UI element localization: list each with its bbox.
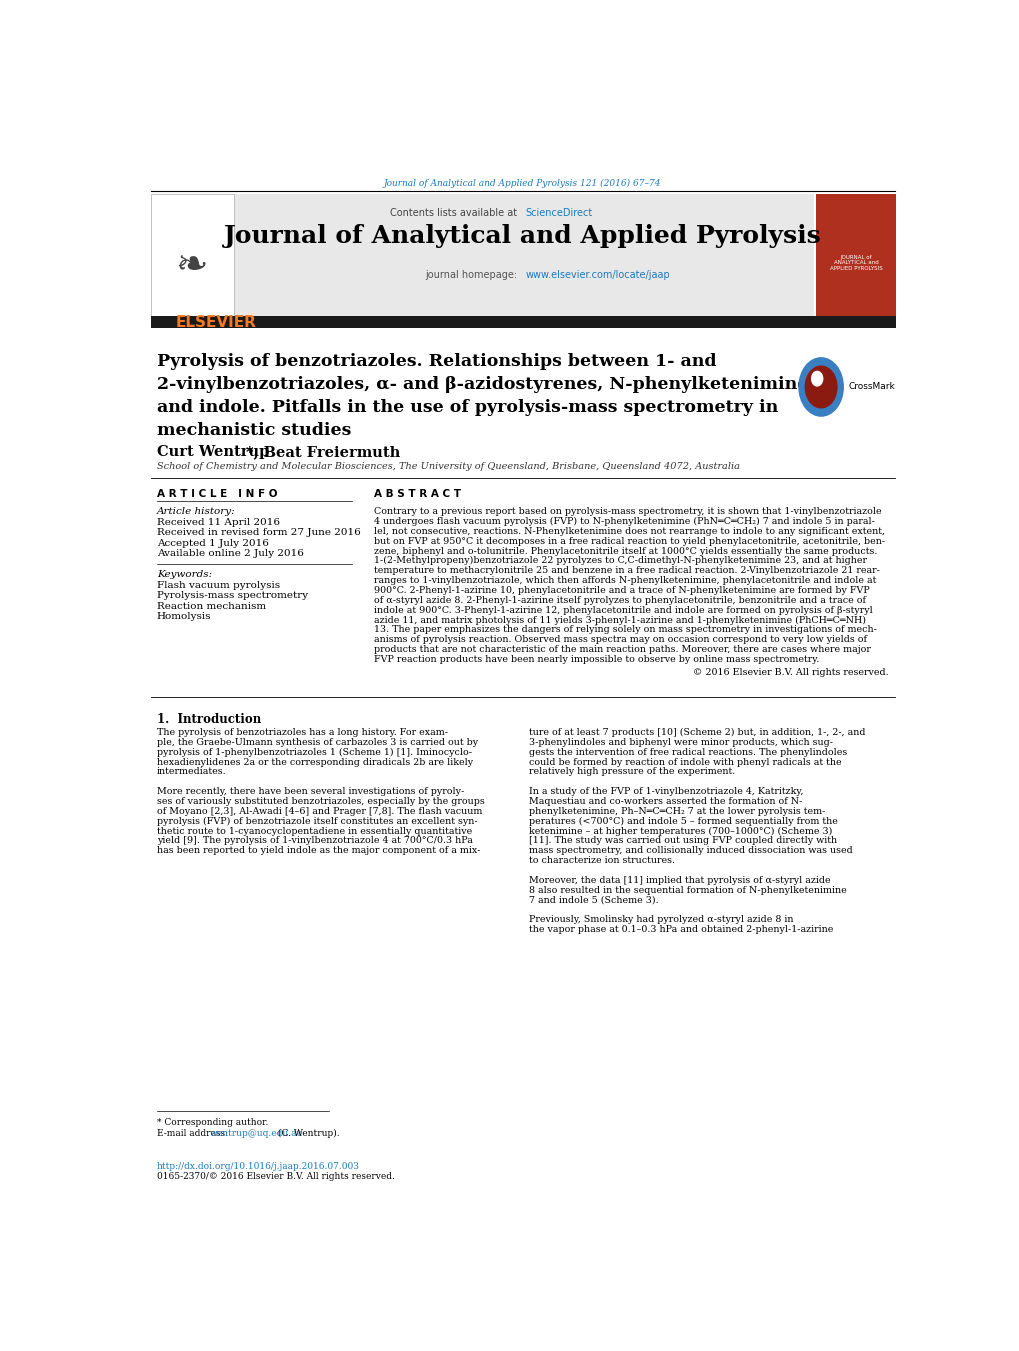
- Text: Contents lists available at: Contents lists available at: [389, 208, 520, 219]
- Text: E-mail address:: E-mail address:: [157, 1129, 230, 1139]
- Text: gests the intervention of free radical reactions. The phenylindoles: gests the intervention of free radical r…: [529, 748, 847, 757]
- Text: Contrary to a previous report based on pyrolysis-mass spectrometry, it is shown : Contrary to a previous report based on p…: [374, 507, 880, 516]
- Text: 1-(2-Methylpropeny)benzotriazole 22 pyrolyzes to C,C-dimethyl-N-phenylketenimine: 1-(2-Methylpropeny)benzotriazole 22 pyro…: [374, 557, 866, 566]
- Text: Pyrolysis of benzotriazoles. Relationships between 1- and: Pyrolysis of benzotriazoles. Relationshi…: [157, 353, 715, 370]
- Text: intermediates.: intermediates.: [157, 767, 226, 777]
- Text: ple, the Graebe-Ulmann synthesis of carbazoles 3 is carried out by: ple, the Graebe-Ulmann synthesis of carb…: [157, 738, 478, 747]
- Text: ses of variously substituted benzotriazoles, especially by the groups: ses of variously substituted benzotriazo…: [157, 797, 484, 807]
- Text: thetic route to 1-cyanocyclopentadiene in essentially quantitative: thetic route to 1-cyanocyclopentadiene i…: [157, 827, 472, 836]
- Text: *, Beat Freiermuth: *, Beat Freiermuth: [246, 446, 399, 459]
- Bar: [151, 195, 234, 316]
- Text: 3-phenylindoles and biphenyl were minor products, which sug-: 3-phenylindoles and biphenyl were minor …: [529, 738, 833, 747]
- Text: but on FVP at 950°C it decomposes in a free radical reaction to yield phenylacet: but on FVP at 950°C it decomposes in a f…: [374, 536, 884, 546]
- Text: anisms of pyrolysis reaction. Observed mass spectra may on occasion correspond t: anisms of pyrolysis reaction. Observed m…: [374, 635, 866, 644]
- Circle shape: [805, 366, 837, 408]
- Text: Moreover, the data [11] implied that pyrolysis of α-styryl azide: Moreover, the data [11] implied that pyr…: [529, 875, 829, 885]
- Text: JOURNAL of
ANALYTICAL and
APPLIED PYROLYSIS: JOURNAL of ANALYTICAL and APPLIED PYROLY…: [828, 254, 881, 272]
- Text: indole at 900°C. 3-Phenyl-1-azirine 12, phenylacetonitrile and indole are formed: indole at 900°C. 3-Phenyl-1-azirine 12, …: [374, 605, 872, 615]
- Text: (C. Wentrup).: (C. Wentrup).: [274, 1129, 339, 1139]
- Text: Homolysis: Homolysis: [157, 612, 211, 621]
- Text: [11]. The study was carried out using FVP coupled directly with: [11]. The study was carried out using FV…: [529, 836, 837, 846]
- Text: has been reported to yield indole as the major component of a mix-: has been reported to yield indole as the…: [157, 846, 480, 855]
- Text: 7 and indole 5 (Scheme 3).: 7 and indole 5 (Scheme 3).: [529, 896, 658, 905]
- Text: Reaction mechanism: Reaction mechanism: [157, 601, 266, 611]
- Text: CrossMark: CrossMark: [848, 382, 895, 392]
- Text: phenylketenimine, Ph–N═C═CH₂ 7 at the lower pyrolysis tem-: phenylketenimine, Ph–N═C═CH₂ 7 at the lo…: [529, 807, 824, 816]
- Text: mechanistic studies: mechanistic studies: [157, 423, 351, 439]
- Text: lel, not consecutive, reactions. N-Phenylketenimine does not rearrange to indole: lel, not consecutive, reactions. N-Pheny…: [374, 527, 884, 536]
- Text: Received 11 April 2016: Received 11 April 2016: [157, 517, 279, 527]
- Text: zene, biphenyl and o-tolunitrile. Phenylacetonitrile itself at 1000°C yields ess: zene, biphenyl and o-tolunitrile. Phenyl…: [374, 547, 876, 555]
- Text: and indole. Pitfalls in the use of pyrolysis-mass spectrometry in: and indole. Pitfalls in the use of pyrol…: [157, 400, 777, 416]
- Text: Received in revised form 27 June 2016: Received in revised form 27 June 2016: [157, 528, 361, 538]
- Text: * Corresponding author.: * Corresponding author.: [157, 1119, 268, 1128]
- Circle shape: [798, 358, 843, 416]
- Text: products that are not characteristic of the main reaction paths. Moreover, there: products that are not characteristic of …: [374, 644, 870, 654]
- Text: wentrup@uq.edu.au: wentrup@uq.edu.au: [210, 1129, 303, 1139]
- Text: 8 also resulted in the sequential formation of N-phenylketenimine: 8 also resulted in the sequential format…: [529, 886, 846, 894]
- Text: 2-vinylbenzotriazoles, α- and β-azidostyrenes, N-phenylketenimine: 2-vinylbenzotriazoles, α- and β-azidosty…: [157, 376, 807, 393]
- Text: www.elsevier.com/locate/jaap: www.elsevier.com/locate/jaap: [525, 270, 669, 280]
- Text: Maquestiau and co-workers asserted the formation of N-: Maquestiau and co-workers asserted the f…: [529, 797, 802, 807]
- Text: Previously, Smolinsky had pyrolyzed α-styryl azide 8 in: Previously, Smolinsky had pyrolyzed α-st…: [529, 916, 793, 924]
- Text: Journal of Analytical and Applied Pyrolysis: Journal of Analytical and Applied Pyroly…: [223, 224, 821, 247]
- Text: ❧: ❧: [176, 247, 209, 285]
- Text: 1.  Introduction: 1. Introduction: [157, 713, 261, 725]
- Text: hexadienylidenes 2a or the corresponding diradicals 2b are likely: hexadienylidenes 2a or the corresponding…: [157, 758, 473, 766]
- Text: Keywords:: Keywords:: [157, 570, 212, 580]
- Text: Journal of Analytical and Applied Pyrolysis 121 (2016) 67–74: Journal of Analytical and Applied Pyroly…: [383, 180, 661, 188]
- Text: 4 undergoes flash vacuum pyrolysis (FVP) to N-phenylketenimine (PhN═C═CH₂) 7 and: 4 undergoes flash vacuum pyrolysis (FVP)…: [374, 517, 874, 526]
- Text: azide 11, and matrix photolysis of 11 yields 3-phenyl-1-azirine and 1-phenylkete: azide 11, and matrix photolysis of 11 yi…: [374, 616, 865, 624]
- Text: The pyrolysis of benzotriazoles has a long history. For exam-: The pyrolysis of benzotriazoles has a lo…: [157, 728, 447, 738]
- Text: A R T I C L E   I N F O: A R T I C L E I N F O: [157, 489, 277, 500]
- Text: Curt Wentrup: Curt Wentrup: [157, 446, 269, 459]
- Text: In a study of the FVP of 1-vinylbenzotriazole 4, Katritzky,: In a study of the FVP of 1-vinylbenzotri…: [529, 788, 803, 796]
- Circle shape: [811, 372, 822, 386]
- Text: to characterize ion structures.: to characterize ion structures.: [529, 857, 675, 865]
- Text: 900°C. 2-Phenyl-1-azirine 10, phenylacetonitrile and a trace of N-phenylketenimi: 900°C. 2-Phenyl-1-azirine 10, phenylacet…: [374, 586, 869, 594]
- Text: journal homepage:: journal homepage:: [425, 270, 520, 280]
- Text: of α-styryl azide 8. 2-Phenyl-1-azirine itself pyrolyzes to phenylacetonitrile, : of α-styryl azide 8. 2-Phenyl-1-azirine …: [374, 596, 865, 605]
- Text: yield [9]. The pyrolysis of 1-vinylbenzotriazole 4 at 700°C/0.3 hPa: yield [9]. The pyrolysis of 1-vinylbenzo…: [157, 836, 473, 846]
- Text: Available online 2 July 2016: Available online 2 July 2016: [157, 549, 304, 558]
- Bar: [234, 195, 813, 316]
- Text: FVP reaction products have been nearly impossible to observe by online mass spec: FVP reaction products have been nearly i…: [374, 655, 818, 663]
- Bar: [151, 316, 896, 328]
- Text: ELSEVIER: ELSEVIER: [175, 315, 256, 330]
- Text: ranges to 1-vinylbenzotriazole, which then affords N-phenylketenimine, phenylace: ranges to 1-vinylbenzotriazole, which th…: [374, 576, 875, 585]
- Text: mass spectrometry, and collisionally induced dissociation was used: mass spectrometry, and collisionally ind…: [529, 846, 852, 855]
- Text: ture of at least 7 products [10] (Scheme 2) but, in addition, 1-, 2-, and: ture of at least 7 products [10] (Scheme…: [529, 728, 864, 738]
- Text: © 2016 Elsevier B.V. All rights reserved.: © 2016 Elsevier B.V. All rights reserved…: [692, 667, 888, 677]
- Text: the vapor phase at 0.1–0.3 hPa and obtained 2-phenyl-1-azirine: the vapor phase at 0.1–0.3 hPa and obtai…: [529, 925, 833, 934]
- Text: peratures (<700°C) and indole 5 – formed sequentially from the: peratures (<700°C) and indole 5 – formed…: [529, 817, 837, 825]
- Text: 0165-2370/© 2016 Elsevier B.V. All rights reserved.: 0165-2370/© 2016 Elsevier B.V. All right…: [157, 1173, 394, 1181]
- Text: A B S T R A C T: A B S T R A C T: [374, 489, 461, 500]
- Text: ScienceDirect: ScienceDirect: [525, 208, 592, 219]
- Text: pyrolysis (FVP) of benzotriazole itself constitutes an excellent syn-: pyrolysis (FVP) of benzotriazole itself …: [157, 817, 477, 825]
- Text: could be formed by reaction of indole with phenyl radicals at the: could be formed by reaction of indole wi…: [529, 758, 841, 766]
- Text: 13. The paper emphasizes the dangers of relying solely on mass spectrometry in i: 13. The paper emphasizes the dangers of …: [374, 626, 876, 635]
- Text: More recently, there have been several investigations of pyroly-: More recently, there have been several i…: [157, 788, 464, 796]
- Text: Article history:: Article history:: [157, 507, 235, 516]
- Text: ketenimine – at higher temperatures (700–1000°C) (Scheme 3): ketenimine – at higher temperatures (700…: [529, 827, 832, 836]
- Text: Flash vacuum pyrolysis: Flash vacuum pyrolysis: [157, 581, 280, 590]
- Text: pyrolysis of 1-phenylbenzotriazoles 1 (Scheme 1) [1]. Iminocyclo-: pyrolysis of 1-phenylbenzotriazoles 1 (S…: [157, 748, 472, 757]
- Bar: [815, 195, 896, 316]
- Text: School of Chemistry and Molecular Biosciences, The University of Queensland, Bri: School of Chemistry and Molecular Biosci…: [157, 462, 739, 471]
- Text: http://dx.doi.org/10.1016/j.jaap.2016.07.003: http://dx.doi.org/10.1016/j.jaap.2016.07…: [157, 1162, 360, 1170]
- Text: of Moyano [2,3], Al-Awadi [4–6] and Prager [7,8]. The flash vacuum: of Moyano [2,3], Al-Awadi [4–6] and Prag…: [157, 807, 482, 816]
- Text: Pyrolysis-mass spectrometry: Pyrolysis-mass spectrometry: [157, 592, 308, 600]
- Text: relatively high pressure of the experiment.: relatively high pressure of the experime…: [529, 767, 735, 777]
- Text: temperature to methacrylonitrile 25 and benzene in a free radical reaction. 2-Vi: temperature to methacrylonitrile 25 and …: [374, 566, 879, 576]
- Text: Accepted 1 July 2016: Accepted 1 July 2016: [157, 539, 269, 547]
